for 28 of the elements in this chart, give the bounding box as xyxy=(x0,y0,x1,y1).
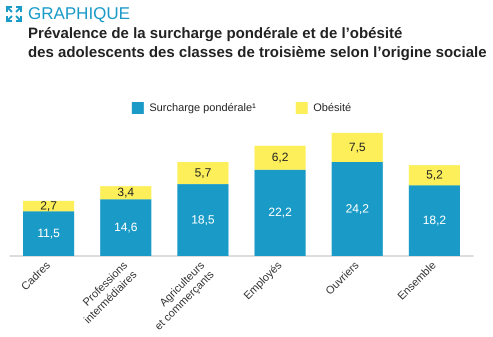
bar xyxy=(23,200,74,212)
data-label: 11,5 xyxy=(37,226,60,240)
data-label: 3,4 xyxy=(117,185,134,200)
bar xyxy=(254,170,306,256)
bar xyxy=(177,184,228,256)
data-label: 18,5 xyxy=(191,212,215,226)
data-label: 14,6 xyxy=(114,220,138,234)
bar xyxy=(332,132,383,162)
data-label: 18,2 xyxy=(422,212,446,227)
data-label: 5,7 xyxy=(194,165,212,180)
bar xyxy=(100,186,152,200)
data-label: 6,2 xyxy=(272,150,289,164)
bar xyxy=(23,211,74,256)
bar xyxy=(408,165,460,186)
bar xyxy=(254,146,306,170)
bar xyxy=(100,199,152,256)
data-label: 5,2 xyxy=(426,168,444,182)
data-label: 24,2 xyxy=(346,201,370,216)
bar xyxy=(177,162,228,184)
bar xyxy=(332,162,383,256)
legend-label: Surcharge pondérale¹ xyxy=(149,102,256,114)
data-label: 22,2 xyxy=(268,205,292,220)
chart-title: Prévalence de la surcharge pondérale et de l’obésité des adolescents des classes de troisième selon l’origine sociale xyxy=(27,24,488,62)
bar xyxy=(408,185,460,256)
legend-label: Obésité xyxy=(313,102,352,114)
chart-subtitle: GRAPHIQUE xyxy=(28,4,130,24)
data-label: 2,7 xyxy=(40,198,58,212)
data-label: 7,5 xyxy=(348,140,366,154)
